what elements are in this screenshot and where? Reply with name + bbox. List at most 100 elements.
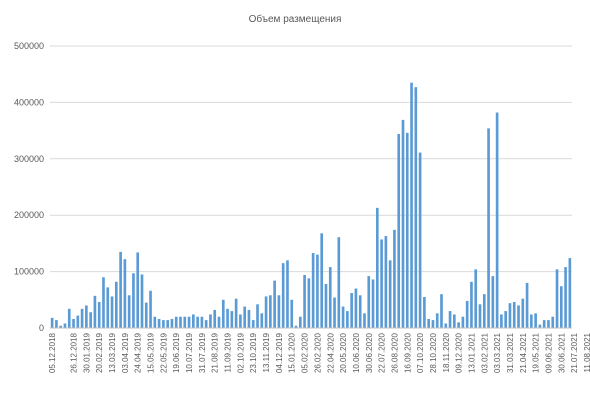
bar <box>209 314 212 328</box>
bar <box>298 316 302 328</box>
bar <box>311 252 315 328</box>
x-tick-label: 22.05.2019 <box>159 332 168 373</box>
bar <box>431 320 435 328</box>
bar <box>251 320 255 328</box>
grid-lines <box>50 45 572 273</box>
bar <box>106 287 110 328</box>
x-tick-label: 26.02.2020 <box>313 332 322 373</box>
bar <box>204 320 208 328</box>
bar <box>290 299 294 328</box>
bar <box>170 318 174 328</box>
bar <box>132 273 135 328</box>
x-tick-label: 10.06.2020 <box>352 332 361 373</box>
x-tick-label: 26.08.2020 <box>390 332 399 373</box>
x-tick-label: 04.12.2019 <box>275 332 284 373</box>
x-tick-label: 21.07.2021 <box>570 332 579 373</box>
bar <box>59 325 63 328</box>
chart-title: Объем размещения <box>248 14 342 25</box>
x-tick-label: 11.08.2021 <box>583 332 590 372</box>
x-tick-label: 10.07.2019 <box>185 332 194 373</box>
bar <box>174 316 178 328</box>
bar <box>534 313 537 328</box>
y-tick-label: 100000 <box>14 267 44 277</box>
x-tick-label: 09.12.2020 <box>455 332 464 373</box>
bar <box>157 318 161 328</box>
x-tick-label: 02.10.2019 <box>236 332 245 373</box>
bar <box>123 259 127 328</box>
x-tick-label: 30.06.2020 <box>365 332 374 373</box>
bar <box>371 279 375 328</box>
y-tick-label: 0 <box>39 323 44 333</box>
bar <box>303 274 306 328</box>
bar <box>482 294 486 328</box>
bar <box>294 325 298 328</box>
x-tick-label: 20.02.2019 <box>95 332 104 373</box>
bar <box>192 314 195 328</box>
x-tick-label: 30.06.2021 <box>557 332 566 373</box>
x-tick-label: 31.07.2019 <box>198 332 207 373</box>
x-tick-label: 03.03.2021 <box>493 332 502 373</box>
bar <box>435 313 439 328</box>
bar <box>487 128 490 328</box>
x-tick-label: 15.01.2020 <box>288 332 297 373</box>
bar <box>542 320 546 328</box>
bar <box>333 297 336 328</box>
bar <box>114 281 118 328</box>
bar <box>67 308 71 328</box>
bar <box>525 282 529 328</box>
bar <box>478 304 482 328</box>
bar <box>110 296 114 328</box>
bar <box>337 237 341 328</box>
bar <box>230 311 234 328</box>
bar <box>316 254 319 328</box>
bar <box>217 316 221 328</box>
bar <box>213 309 217 328</box>
bar <box>500 314 503 328</box>
x-tick-label: 24.04.2019 <box>134 332 143 373</box>
bar <box>97 302 101 328</box>
bar <box>418 152 422 328</box>
bar <box>512 302 516 328</box>
bar <box>243 306 246 328</box>
x-tick-label: 23.10.2019 <box>249 332 258 373</box>
x-tick-label: 05.02.2020 <box>301 332 310 373</box>
bar <box>234 298 238 328</box>
bar <box>341 306 345 328</box>
bar <box>196 316 199 328</box>
bar <box>491 276 495 328</box>
bar <box>530 314 533 328</box>
bar <box>136 252 140 328</box>
bar <box>200 316 204 328</box>
x-tick-label: 22.07.2020 <box>378 332 387 373</box>
x-tick-label: 21.04.2021 <box>519 332 528 373</box>
x-tick-label: 28.10.2020 <box>429 332 438 373</box>
bar <box>367 276 371 328</box>
bar <box>187 316 191 328</box>
bar <box>388 260 392 328</box>
bar <box>350 293 353 328</box>
x-tick-label: 20.05.2020 <box>339 332 348 373</box>
bar <box>63 323 67 328</box>
bar <box>397 133 401 328</box>
bar <box>380 239 383 328</box>
bar <box>140 274 144 328</box>
bar <box>508 303 512 328</box>
y-tick-label: 400000 <box>14 97 44 107</box>
bar <box>346 311 349 328</box>
bar <box>247 309 251 328</box>
x-tick-label: 11.09.2019 <box>224 332 233 372</box>
bar <box>457 322 460 328</box>
bar <box>119 251 122 328</box>
bar <box>448 311 452 328</box>
bar <box>260 313 264 328</box>
bar <box>50 317 54 328</box>
bar <box>320 233 324 328</box>
bar <box>358 295 362 328</box>
x-tick-label: 21.08.2019 <box>211 332 220 373</box>
x-tick-label: 30.01.2019 <box>82 332 91 373</box>
bar <box>286 260 289 328</box>
bar <box>179 316 182 328</box>
bar <box>410 82 413 328</box>
